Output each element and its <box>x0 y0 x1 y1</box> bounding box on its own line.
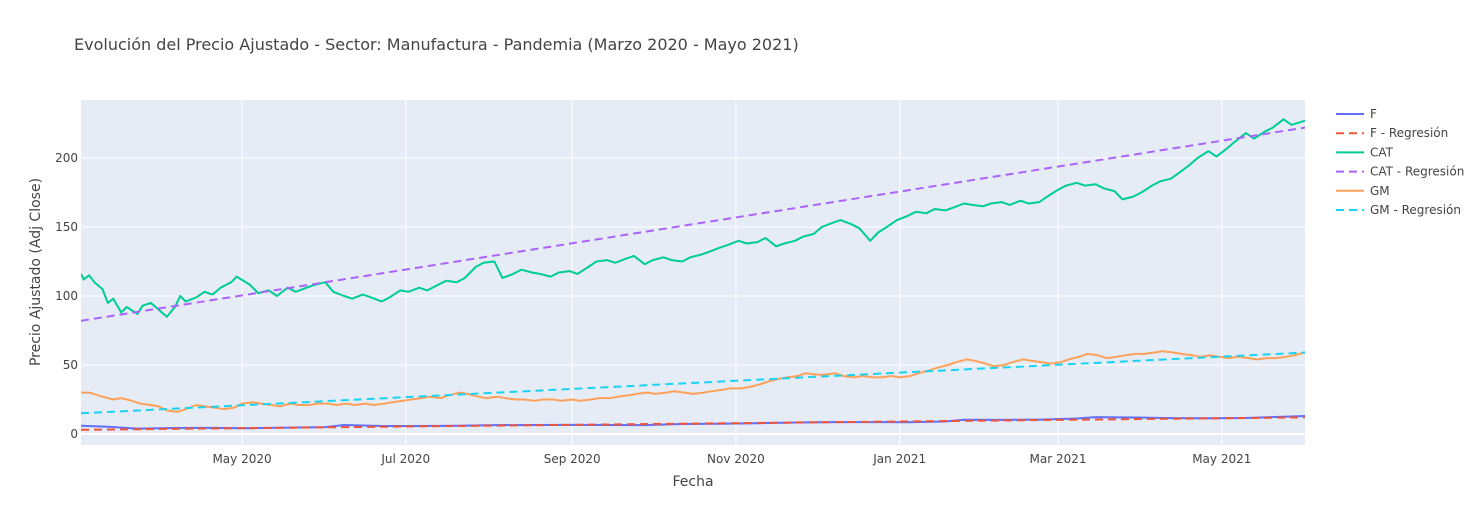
legend-label: F - Regresión <box>1370 126 1448 140</box>
y-axis-label: Precio Ajustado (Adj Close) <box>28 178 44 366</box>
series-line-cat[interactable] <box>81 118 1305 318</box>
x-tick-label: Nov 2020 <box>707 452 765 466</box>
legend-item[interactable]: GM <box>1336 184 1390 198</box>
x-tick-label: Sep 2020 <box>544 452 601 466</box>
legend-item[interactable]: CAT <box>1336 145 1394 159</box>
legend-label: CAT <box>1370 145 1394 159</box>
legend[interactable]: F F - Regresión CAT CAT - Regresión GM GM - R… <box>1336 107 1464 217</box>
x-axis-ticks: May 2020 Jul 2020 Sep 2020 Nov 2020 Jan 2021… <box>212 452 1251 466</box>
series-line-f-regresi-n[interactable] <box>81 416 1305 431</box>
y-tick-label: 50 <box>63 358 78 372</box>
x-tick-label: Jul 2020 <box>380 452 430 466</box>
x-axis-label: Fecha <box>672 474 713 490</box>
series-line-gm[interactable] <box>81 350 1305 413</box>
grid-lines <box>81 100 1305 445</box>
x-tick-label: May 2020 <box>212 452 271 466</box>
legend-item[interactable]: GM - Regresión <box>1336 203 1461 217</box>
x-tick-label: May 2021 <box>1192 452 1251 466</box>
y-tick-label: 100 <box>55 289 78 303</box>
legend-item[interactable]: F - Regresión <box>1336 126 1448 140</box>
legend-label: GM - Regresión <box>1370 203 1461 217</box>
x-tick-label: Mar 2021 <box>1030 452 1087 466</box>
series-line-gm-regresi-n[interactable] <box>81 351 1305 415</box>
y-tick-label: 150 <box>55 220 78 234</box>
y-axis-ticks: 0 50 100 150 200 <box>55 151 78 441</box>
series-layer <box>81 118 1305 431</box>
legend-label: F <box>1370 107 1377 121</box>
legend-label: GM <box>1370 184 1390 198</box>
legend-item[interactable]: CAT - Regresión <box>1336 165 1464 179</box>
legend-item[interactable]: F <box>1336 107 1377 121</box>
legend-label: CAT - Regresión <box>1370 165 1464 179</box>
x-tick-label: Jan 2021 <box>872 452 926 466</box>
y-tick-label: 200 <box>55 151 78 165</box>
series-line-cat-regresi-n[interactable] <box>81 126 1305 322</box>
chart-title: Evolución del Precio Ajustado - Sector: … <box>74 35 799 54</box>
y-tick-label: 0 <box>70 427 78 441</box>
